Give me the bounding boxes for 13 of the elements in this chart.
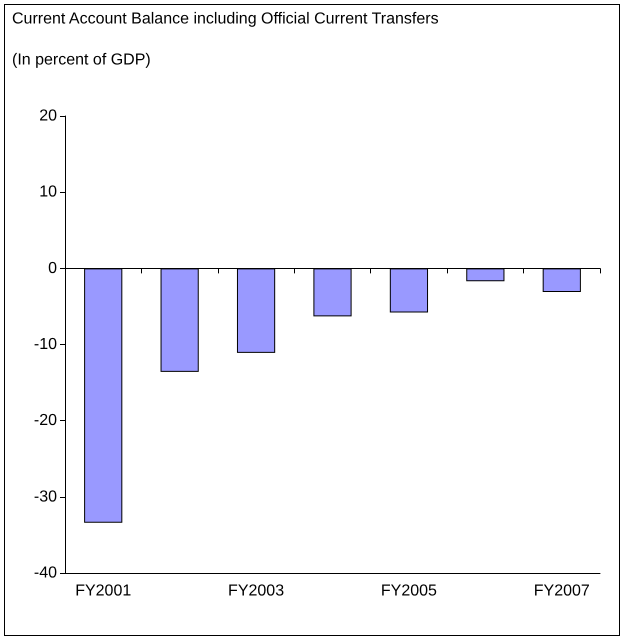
y-tick-label: 10 xyxy=(39,184,58,201)
chart-subtitle: (In percent of GDP) xyxy=(12,52,151,68)
y-tick-label: -20 xyxy=(34,412,58,430)
chart-title: Current Account Balance including Official Current Transfers xyxy=(12,10,439,28)
y-tick-label: 20 xyxy=(39,108,58,124)
y-tick-label: -40 xyxy=(34,564,58,582)
x-tick-label: FY2003 xyxy=(228,582,284,600)
y-tick-label: -10 xyxy=(34,336,58,353)
x-tick-label: FY2001 xyxy=(75,582,132,600)
x-tick-label: FY2007 xyxy=(534,582,590,600)
y-tick-label: -30 xyxy=(34,488,58,506)
y-tick-label: 0 xyxy=(48,260,58,277)
x-tick-label: FY2005 xyxy=(380,582,438,600)
